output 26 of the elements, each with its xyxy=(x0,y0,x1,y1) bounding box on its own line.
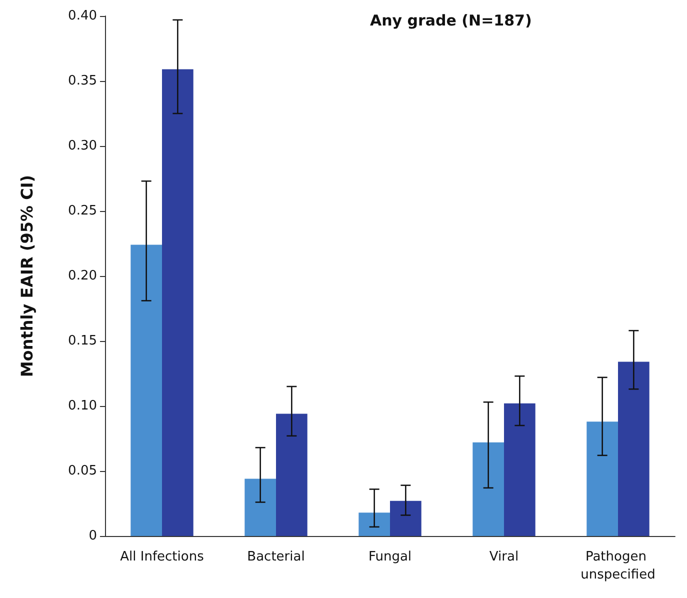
y-tick-label: 0.05 xyxy=(68,464,97,478)
y-tick-label: 0.20 xyxy=(68,268,97,284)
bar xyxy=(618,362,650,536)
y-tick-label: 0 xyxy=(88,528,97,544)
x-tick-label: Viral xyxy=(489,550,519,564)
bar xyxy=(162,69,194,536)
bar xyxy=(130,244,162,536)
chart-title: Any grade (N=187) xyxy=(370,12,532,30)
bar xyxy=(390,500,422,536)
y-tick-label: 0.15 xyxy=(68,334,97,348)
bar xyxy=(472,442,504,536)
x-tick-label: All Infections xyxy=(120,550,204,564)
bar xyxy=(358,512,390,536)
y-tick-label: 0.40 xyxy=(68,8,97,24)
x-tick-label: Fungal xyxy=(368,550,412,564)
y-tick-label: 0.25 xyxy=(68,204,97,218)
bar xyxy=(504,403,536,536)
bar xyxy=(276,414,308,536)
y-tick-label: 0.30 xyxy=(68,138,97,154)
bar xyxy=(244,478,276,536)
y-tick-label: 0.35 xyxy=(68,74,97,88)
x-tick-label: Pathogen unspecified xyxy=(580,550,656,582)
y-axis-title: Monthly EAIR (95% CI) xyxy=(18,174,36,378)
bar xyxy=(586,422,618,536)
x-tick-label: Bacterial xyxy=(247,550,305,564)
y-tick-label: 0.10 xyxy=(68,398,97,414)
